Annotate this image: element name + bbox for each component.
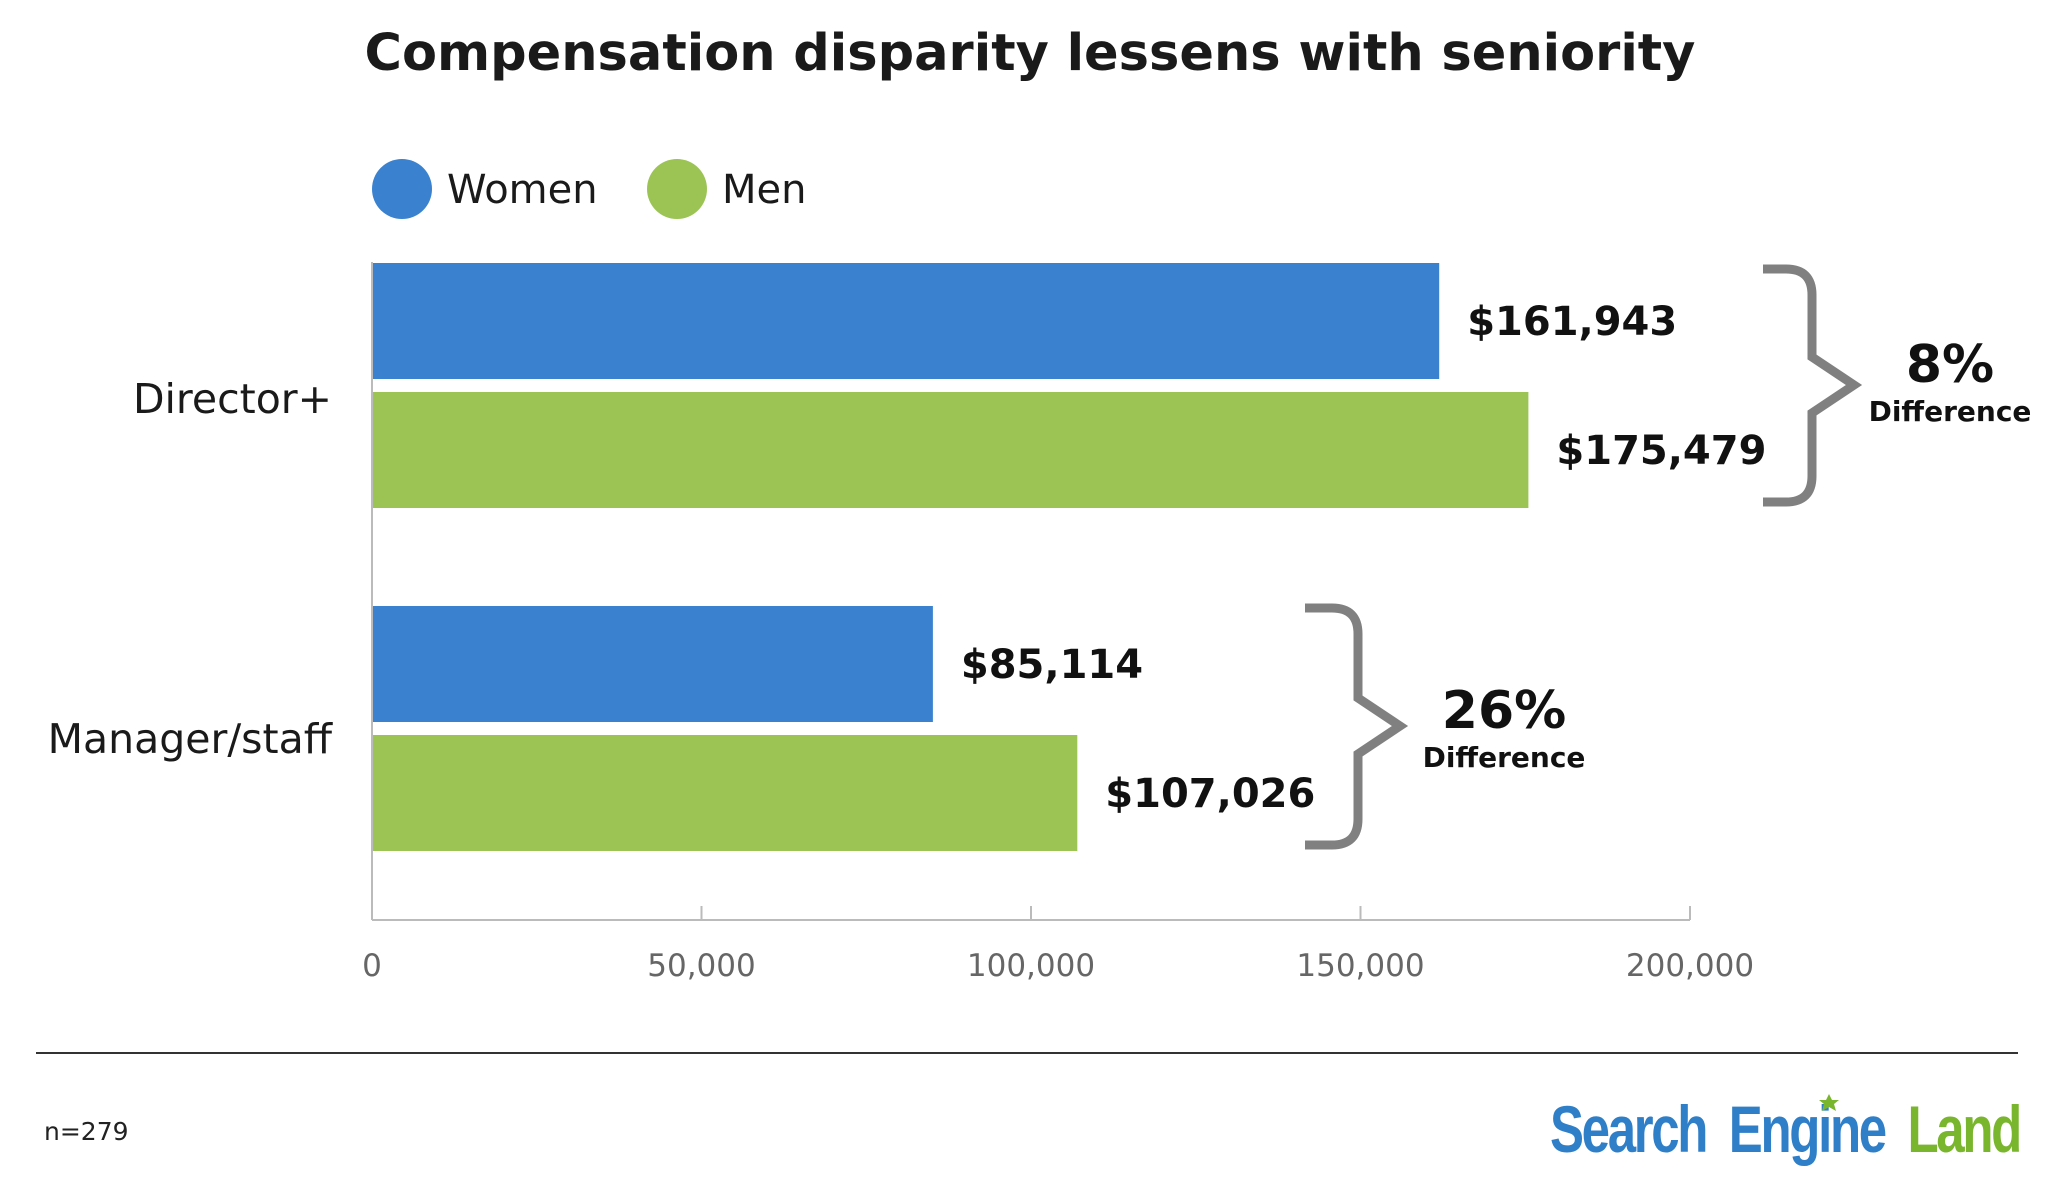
search-engine-land-logo: Search Engine Land <box>1550 1092 2023 1166</box>
category-label-manager-staff: Manager/staff <box>48 715 334 763</box>
logo-word-engine: Engine <box>1729 1092 1886 1166</box>
value-label-manager-staff-women: $85,114 <box>961 642 1143 688</box>
sample-size-note: n=279 <box>44 1117 129 1146</box>
difference-percent-director: 8% <box>1906 335 1994 395</box>
difference-bracket-manager-staff <box>1305 603 1409 850</box>
chart-title: Compensation disparity lessens with seni… <box>365 24 1696 83</box>
difference-label-director: Difference <box>1869 395 2032 428</box>
bar-manager-staff-women <box>372 606 933 722</box>
bar-manager-staff-men <box>372 735 1078 851</box>
legend-label-men: Men <box>722 167 806 213</box>
legend-label-women: Women <box>447 167 598 213</box>
category-label-director: Director+ <box>133 375 332 423</box>
difference-bracket-director <box>1763 264 1863 507</box>
logo-word-search: Search <box>1550 1092 1706 1166</box>
x-tick-label: 50,000 <box>647 948 755 984</box>
x-axis: 0 50,000 100,000 150,000 200,000 <box>362 262 1754 984</box>
logo-star-icon <box>1819 1094 1839 1111</box>
svg-text:Search Engine: Search Engine Land <box>1550 1092 2020 1166</box>
value-label-director-men: $175,479 <box>1556 428 1766 474</box>
value-label-manager-staff-men: $107,026 <box>1105 771 1315 817</box>
bars-group: Director+ $161,943 $175,479 Manager/staff $8… <box>48 263 1766 851</box>
x-tick-label: 100,000 <box>967 948 1095 984</box>
legend: Women Men <box>372 159 806 219</box>
legend-swatch-women <box>372 159 432 219</box>
x-tick-label: 150,000 <box>1296 948 1424 984</box>
x-tick-label: 0 <box>362 948 382 984</box>
difference-label-manager-staff: Difference <box>1423 741 1586 774</box>
bar-director-women <box>372 263 1440 379</box>
value-label-director-women: $161,943 <box>1467 299 1677 345</box>
logo-word-land: Land <box>1907 1092 2020 1166</box>
bar-director-men <box>372 392 1529 508</box>
x-tick-label: 200,000 <box>1626 948 1754 984</box>
legend-swatch-men <box>647 159 707 219</box>
difference-percent-manager-staff: 26% <box>1442 681 1566 741</box>
